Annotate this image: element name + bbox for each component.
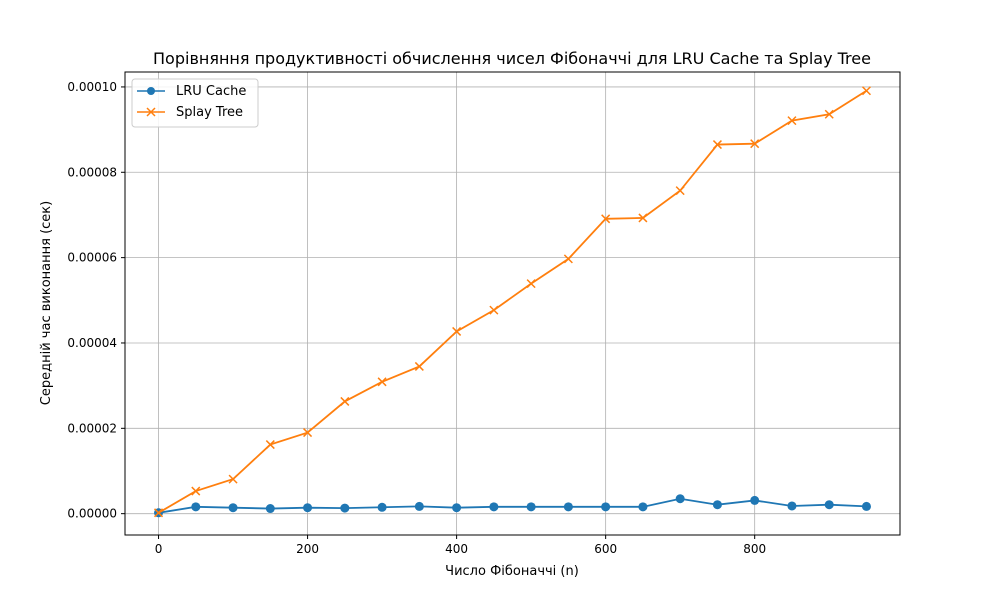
x-tick-label: 200: [296, 542, 319, 556]
grid: [125, 72, 900, 535]
data-point-lru-cache: [601, 502, 611, 512]
data-point-lru-cache: [340, 503, 350, 513]
data-point-lru-cache: [303, 503, 313, 513]
data-point-lru-cache: [638, 502, 648, 512]
data-point-splay-tree: [824, 109, 834, 119]
data-point-splay-tree: [787, 116, 797, 126]
data-point-splay-tree: [563, 254, 573, 264]
data-point-splay-tree: [191, 486, 201, 496]
legend-label-lru-cache: LRU Cache: [176, 84, 246, 99]
y-tick-label: 0.00008: [67, 165, 117, 179]
data-point-splay-tree: [601, 214, 611, 224]
x-tick-label: 800: [743, 542, 766, 556]
data-point-lru-cache: [489, 502, 499, 512]
data-point-lru-cache: [675, 494, 685, 504]
data-point-lru-cache: [452, 503, 462, 513]
y-tick-label: 0.00006: [67, 251, 117, 265]
x-axis-label: Число Фібоначчі (n): [445, 564, 579, 579]
data-point-lru-cache: [228, 503, 238, 513]
data-point-lru-cache: [712, 500, 722, 510]
data-point-lru-cache: [191, 502, 201, 512]
plot-frame: [124, 71, 901, 536]
legend-marker-splay-tree: [146, 107, 156, 117]
data-point-lru-cache: [265, 504, 275, 514]
data-point-splay-tree: [675, 186, 685, 196]
data-point-splay-tree: [377, 377, 387, 387]
data-point-lru-cache: [414, 501, 424, 511]
x-tick-label: 600: [594, 542, 617, 556]
data-point-splay-tree: [750, 139, 760, 149]
y-tick-label: 0.00004: [67, 336, 117, 350]
x-tick-label: 0: [155, 542, 163, 556]
legend-x-marker: [146, 107, 156, 117]
series-line-lru-cache: [158, 497, 867, 514]
data-point-lru-cache: [377, 502, 387, 512]
data-point-splay-tree: [712, 140, 722, 150]
data-point-splay-tree: [154, 508, 164, 518]
data-point-splay-tree: [526, 279, 536, 289]
data-point-lru-cache: [861, 501, 871, 511]
legend-marker-lru-cache: [147, 87, 155, 95]
data-point-lru-cache: [526, 502, 536, 512]
data-point-lru-cache: [750, 495, 760, 505]
x-tick-label: 400: [445, 542, 468, 556]
y-tick-label: 0.00000: [67, 507, 117, 521]
y-axis-label: Середній час виконання (сек): [39, 201, 54, 405]
data-point-splay-tree: [228, 474, 238, 484]
y-tick-label: 0.00010: [67, 80, 117, 94]
data-point-splay-tree: [414, 361, 424, 371]
data-point-splay-tree: [489, 305, 499, 315]
data-point-lru-cache: [787, 501, 797, 511]
series-line-splay-tree: [158, 90, 867, 514]
legend: LRU Cache Splay Tree: [131, 78, 259, 128]
data-point-splay-tree: [638, 213, 648, 223]
chart-title: Порівняння продуктивності обчислення чис…: [153, 49, 871, 68]
data-point-splay-tree: [861, 86, 871, 96]
data-point-splay-tree: [303, 428, 313, 438]
data-point-splay-tree: [265, 440, 275, 450]
data-point-splay-tree: [452, 326, 462, 336]
ticks: 0 200 400 600 800 0.00000 0.00002 0.00004 0.0000…: [67, 80, 766, 556]
data-point-splay-tree: [340, 396, 350, 406]
y-tick-label: 0.00002: [67, 421, 117, 435]
legend-label-splay-tree: Splay Tree: [176, 105, 243, 120]
series-layer: [154, 86, 871, 518]
data-point-lru-cache: [563, 502, 573, 512]
data-point-lru-cache: [824, 500, 834, 510]
